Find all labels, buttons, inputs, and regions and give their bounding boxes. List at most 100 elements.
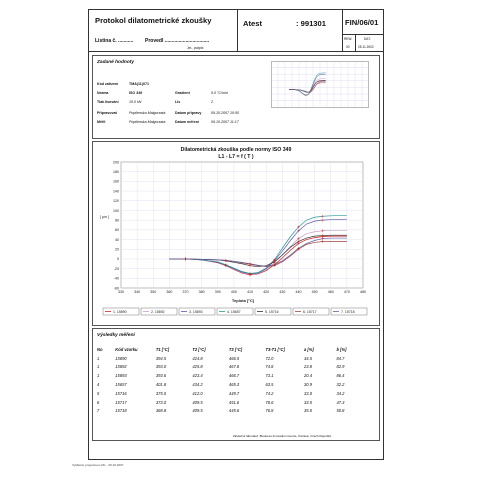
data-point: [321, 218, 324, 222]
form-code-cell: FIN/06/01: [343, 10, 383, 35]
thumb-series-line: [289, 81, 326, 93]
series-line: [169, 235, 347, 276]
y-tick-label: 60: [115, 228, 119, 232]
table-cell: 1: [97, 373, 100, 379]
chart-subtitle: L1 - L7 = f ( T ): [218, 154, 254, 160]
company-footer: Zkušební laboratoř, Business Innovation …: [233, 434, 332, 438]
x-tick-label: 380: [199, 290, 205, 294]
data-point: [272, 263, 276, 267]
y-tick-label: -60: [114, 286, 119, 290]
table-cell: 15890: [115, 355, 127, 361]
legend-item: [140, 307, 178, 316]
y-axis-label: [ μm ]: [100, 215, 109, 219]
table-cell: 467.8: [228, 364, 240, 370]
protocol-sheet: Protokol dilatometrické zkoušky Listina …: [88, 9, 384, 460]
data-point: [297, 246, 300, 250]
x-tick-label: 460: [328, 290, 334, 294]
lis-label: Lis: [175, 100, 181, 104]
dilatometry-chart: Dilatometrická zkouška podle normy ISO 3…: [100, 147, 368, 316]
gradient-label: Gradient: [175, 91, 190, 95]
chart-title: Dilatometrická zkouška podle normy ISO 3…: [181, 147, 292, 153]
protocol-title: Protokol dilatometrické zkoušky: [95, 16, 212, 25]
atest-label: Atest: [243, 19, 262, 28]
data-point: [297, 229, 300, 233]
table-row: 5 15716 375.5 412.0 449.7 74.2 33.0 34.2: [97, 389, 367, 398]
legend-item: [178, 307, 216, 316]
legend-label: 1. 15890: [113, 310, 127, 314]
table-cell: 445.6: [228, 408, 240, 414]
y-tick-label: 140: [113, 189, 119, 193]
series-line: [169, 237, 347, 267]
gradient-value: 5.0 °C/min: [211, 91, 228, 95]
y-tick-label: -20: [114, 267, 119, 271]
table-cell: 409.5: [192, 408, 203, 414]
provedl-field: Provedl ................................: [145, 38, 210, 44]
listina-field: Listina č. ...........: [95, 38, 134, 44]
table-cell: 424.8: [192, 355, 203, 361]
col-t2: T2 [°C]: [192, 346, 206, 352]
table-cell: 449.7: [228, 390, 240, 396]
table-cell: 451.6: [228, 399, 240, 405]
form-code: FIN/06/01: [345, 18, 379, 27]
table-cell: 368.8: [155, 408, 167, 414]
table-cell: 393.6: [155, 373, 167, 379]
table-cell: 393.0: [155, 364, 167, 370]
col-a: a [%]: [304, 346, 314, 352]
table-cell: 72.0: [265, 355, 274, 361]
table-cell: 423.4: [192, 373, 203, 379]
legend-item: [330, 307, 368, 316]
x-tick-label: 330: [118, 290, 124, 294]
table-cell: 47.3: [336, 399, 345, 405]
data-point: [321, 237, 324, 240]
y-tick-label: 100: [113, 209, 119, 213]
legend-item: [254, 307, 292, 316]
table-cell: 74.8: [265, 364, 274, 370]
data-point: [184, 257, 187, 261]
x-tick-label: 350: [150, 290, 156, 294]
table-cell: 434.2: [192, 382, 203, 388]
table-cell: 86.4: [336, 373, 345, 379]
table-cell: 34.2: [336, 390, 345, 396]
legend-label: 7. 15718: [341, 310, 355, 314]
data-point: [224, 259, 228, 262]
table-cell: 4: [97, 382, 100, 388]
legend-item: [102, 307, 140, 316]
data-point: [321, 240, 324, 243]
table-cell: 5: [97, 390, 100, 396]
table-cell: 6: [97, 399, 100, 405]
table-cell: 412.0: [192, 390, 203, 396]
table-cell: 466.5: [228, 355, 240, 361]
rev-value: 00: [346, 45, 350, 49]
dilatometry-chart-panel: Dilatometrická zkouška podle normy ISO 3…: [92, 141, 380, 326]
meril-label: Měřil: [97, 120, 106, 124]
table-row: 1 15892 393.0 425.8 467.8 74.8 23.8 82.9: [97, 363, 367, 372]
table-cell: 465.3: [228, 382, 240, 388]
table-cell: 1: [97, 355, 100, 361]
legend-label: 6. 15717: [303, 310, 317, 314]
legend-item: [292, 307, 330, 316]
data-point: [272, 260, 276, 264]
y-tick-label: 40: [115, 238, 119, 242]
lis-value: 2: [211, 100, 213, 104]
table-cell: 394.5: [155, 355, 167, 361]
dat-cell: DAT. 25.11.2002: [356, 35, 383, 52]
col-no: No: [97, 346, 103, 352]
table-row: 1 15893 393.6 423.4 466.7 73.1 20.4 86.4: [97, 371, 367, 380]
podpis-label: Jm., podpis: [187, 46, 204, 50]
rev-cell: REW. 00: [343, 35, 356, 52]
table-cell: 15892: [115, 364, 127, 370]
table-cell: 84.7: [336, 355, 345, 361]
table-cell: 30.9: [304, 382, 312, 388]
table-cell: 34.5: [304, 355, 312, 361]
datum-mereni-value: 09.10.2007 11:17: [211, 120, 239, 124]
x-tick-label: 450: [312, 290, 318, 294]
dat-label: DAT.: [364, 37, 371, 41]
x-tick-label: 340: [134, 290, 140, 294]
table-cell: 425.8: [192, 364, 203, 370]
series-line: [169, 218, 347, 275]
thumb-series-line: [289, 72, 326, 96]
zadane-hodnoty-panel: Zadané hodnoty Kód zařízení TMA(11)071 N…: [92, 55, 380, 139]
y-tick-label: 120: [113, 199, 119, 203]
pripravil-label: Připravovat: [97, 111, 117, 115]
x-tick-label: 370: [183, 290, 189, 294]
